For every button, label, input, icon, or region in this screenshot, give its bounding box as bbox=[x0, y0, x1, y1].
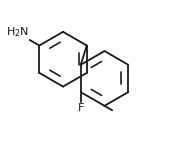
Text: H$_2$N: H$_2$N bbox=[6, 25, 29, 39]
Text: F: F bbox=[78, 103, 84, 113]
